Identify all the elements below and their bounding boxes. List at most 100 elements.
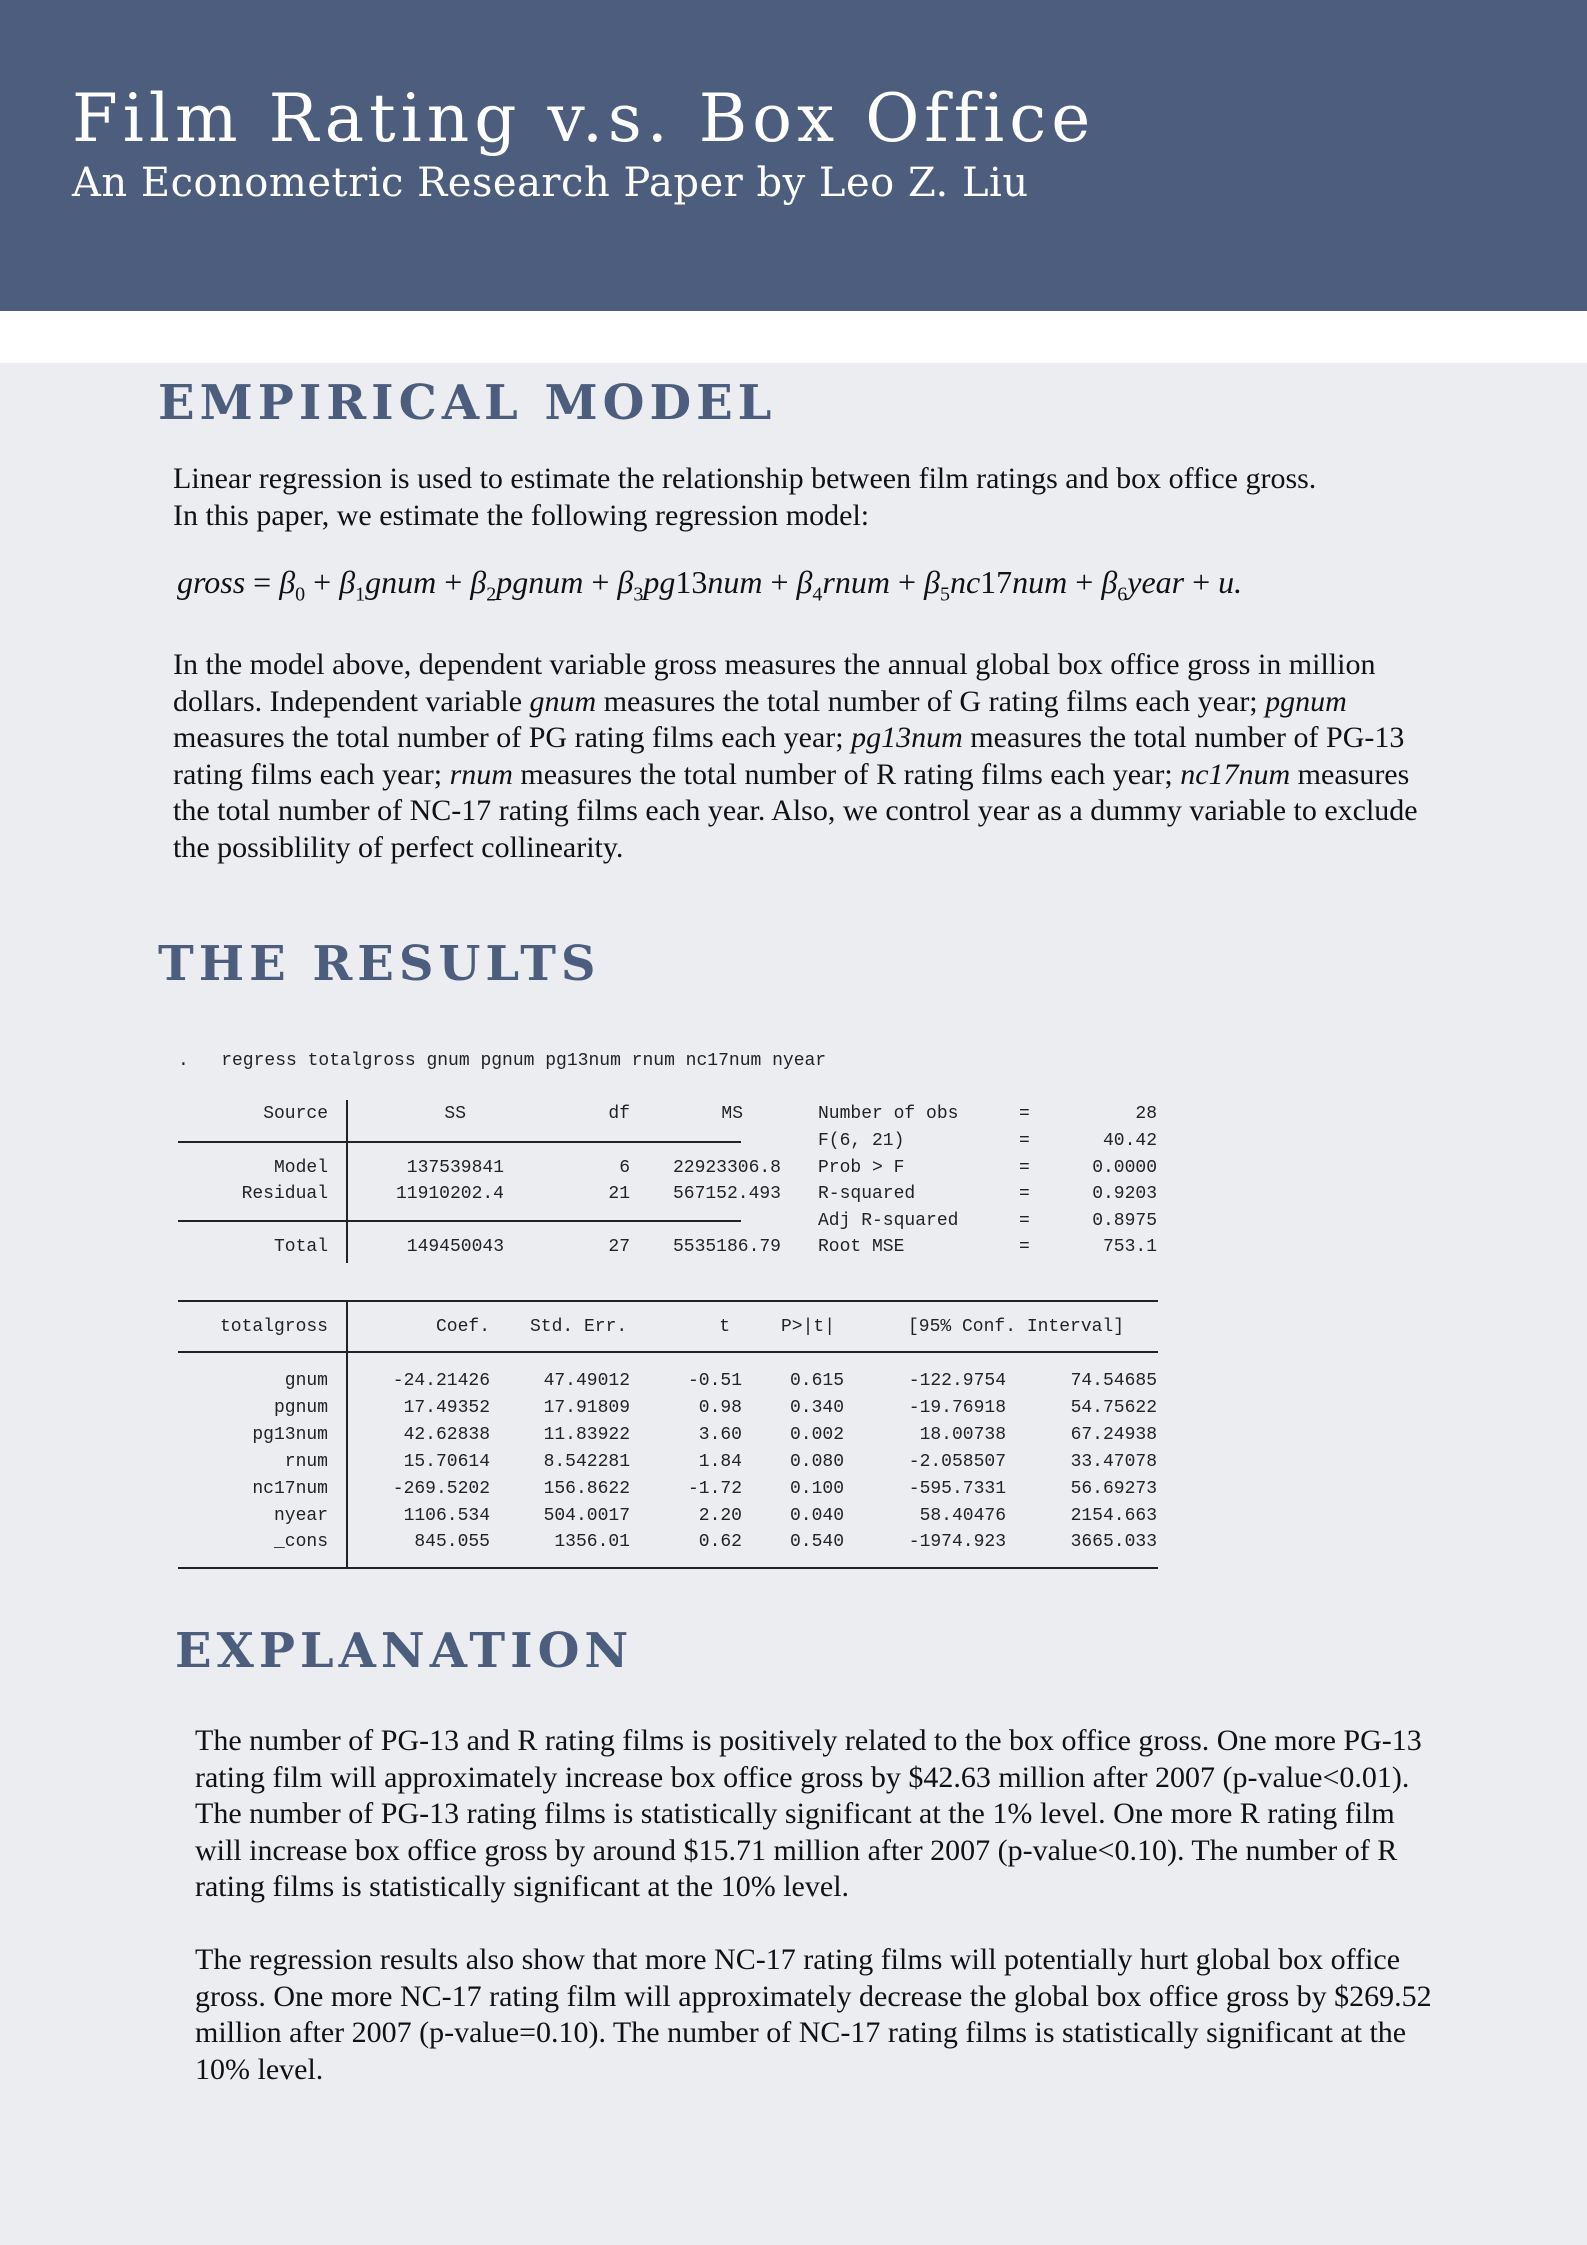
- coef-cell-se: 504.0017: [543, 1505, 630, 1526]
- coef-header-t: t: [719, 1317, 730, 1337]
- anova-ms-total: 5535186.79: [672, 1237, 781, 1257]
- regress-command: . regress totalgross gnum pgnum pg13num …: [178, 1051, 827, 1071]
- anova-ss-total: 149450043: [406, 1237, 504, 1257]
- var-gnum: gnum: [529, 684, 597, 718]
- coef-cell-ci-high: 3665.033: [1070, 1532, 1157, 1553]
- anova-source-residual: Residual: [241, 1184, 328, 1204]
- coef-cell-ci-low: 18.00738: [919, 1424, 1006, 1445]
- desc-text-5: measures the total number of R rating fi…: [512, 757, 1181, 791]
- var-nc17num: nc17num: [1180, 757, 1291, 791]
- coef-cell-ci-high: 67.24938: [1070, 1424, 1157, 1445]
- anova-df-residual: 21: [608, 1184, 630, 1204]
- coef-cell-var: rnum: [284, 1451, 328, 1472]
- regression-output: . regress totalgross gnum pgnum pg13num …: [178, 1051, 1158, 1569]
- stat-value-probf: 0.0000: [1092, 1158, 1157, 1178]
- stat-label-adjrsq: Adj R-squared: [818, 1211, 959, 1231]
- coef-cell-p: 0.340: [789, 1397, 844, 1418]
- coef-divider: [346, 1302, 348, 1569]
- anova-header-ss: SS: [444, 1104, 466, 1124]
- stat-value-adjrsq: 0.8975: [1092, 1211, 1157, 1231]
- stat-label-nobs: Number of obs: [818, 1104, 959, 1124]
- desc-text-6: measures the total number of NC-17 ratin…: [173, 757, 1418, 864]
- var-rnum: rnum: [449, 757, 513, 791]
- intro-line-1: Linear regression is used to estimate th…: [173, 462, 1317, 495]
- coef-rule-header: [178, 1351, 1158, 1353]
- coef-cell-var: nc17num: [252, 1478, 328, 1499]
- coef-cell-ci-high: 54.75622: [1070, 1397, 1157, 1418]
- page-subtitle: An Econometric Research Paper by Leo Z. …: [72, 160, 1029, 206]
- coef-cell-var: pgnum: [273, 1397, 328, 1418]
- anova-source-total: Total: [273, 1237, 328, 1257]
- desc-text-1: In the model above, dependent variable g…: [173, 648, 1376, 718]
- coef-cell-coef: 15.70614: [403, 1451, 490, 1472]
- coef-cell-coef: -269.5202: [392, 1478, 490, 1499]
- heading-the-results: THE RESULTS: [158, 936, 601, 992]
- explanation-paragraph-1: The number of PG-13 and R rating films i…: [195, 1724, 1422, 1903]
- stat-value-rsq: 0.9203: [1092, 1184, 1157, 1204]
- stat-eq-nobs: =: [1019, 1104, 1030, 1124]
- coef-cell-var: nyear: [273, 1505, 328, 1526]
- desc-text-2: measures the total number of G rating fi…: [596, 684, 1266, 718]
- coef-cell-var: gnum: [284, 1371, 328, 1391]
- stat-value-rmse: 753.1: [1102, 1237, 1157, 1257]
- coef-header-var: totalgross: [219, 1317, 328, 1337]
- anova-rule-top: [178, 1141, 741, 1143]
- anova-ss-model: 137539841: [406, 1158, 504, 1178]
- coef-cell-t: -0.51: [687, 1371, 742, 1391]
- coef-header-se: Std. Err.: [530, 1317, 628, 1337]
- anova-source-model: Model: [273, 1158, 328, 1178]
- coef-cell-ci-low: -1974.923: [908, 1532, 1006, 1553]
- coef-header-coef: Coef.: [435, 1317, 490, 1337]
- stat-label-f: F(6, 21): [818, 1131, 905, 1151]
- coef-cell-ci-high: 33.47078: [1070, 1451, 1157, 1472]
- coef-cell-se: 8.542281: [543, 1451, 630, 1472]
- coef-cell-se: 17.91809: [543, 1397, 630, 1418]
- coef-cell-ci-high: 56.69273: [1070, 1478, 1157, 1499]
- coef-cell-t: -1.72: [687, 1478, 742, 1499]
- anova-divider: [346, 1100, 348, 1263]
- coef-rule-top: [178, 1300, 1158, 1302]
- coef-cell-var: pg13num: [252, 1424, 328, 1445]
- stat-eq-f: =: [1019, 1131, 1030, 1151]
- stat-label-rsq: R-squared: [818, 1184, 916, 1204]
- heading-empirical-model: EMPIRICAL MODEL: [158, 375, 777, 431]
- coef-cell-se: 47.49012: [543, 1371, 630, 1391]
- anova-ms-model: 22923306.8: [672, 1158, 781, 1178]
- anova-ms-residual: 567152.493: [672, 1184, 781, 1204]
- coef-cell-coef: 1106.534: [403, 1505, 490, 1526]
- header-banner: Film Rating v.s. Box Office An Econometr…: [0, 0, 1587, 311]
- coef-header-p: P>|t|: [781, 1317, 836, 1337]
- coef-cell-p: 0.540: [789, 1532, 844, 1553]
- coef-cell-ci-high: 74.54685: [1070, 1371, 1157, 1391]
- coef-cell-se: 11.83922: [543, 1424, 630, 1445]
- anova-df-total: 27: [608, 1237, 630, 1257]
- var-pg13num: pg13num: [851, 721, 963, 754]
- header-divider-band: [0, 311, 1587, 363]
- explanation-paragraph-2: The regression results also show that mo…: [195, 1943, 1432, 2086]
- model-description: In the model above, dependent variable g…: [173, 647, 1433, 866]
- coef-cell-var: _cons: [273, 1532, 328, 1553]
- coef-cell-coef: -24.21426: [392, 1371, 490, 1391]
- coef-header-ci: [95% Conf. Interval]: [908, 1317, 1125, 1337]
- stat-eq-probf: =: [1019, 1158, 1030, 1178]
- model-intro: Linear regression is used to estimate th…: [173, 461, 1433, 534]
- heading-explanation: EXPLANATION: [175, 1623, 634, 1679]
- coef-cell-p: 0.040: [789, 1505, 844, 1526]
- coef-cell-p: 0.080: [789, 1451, 844, 1472]
- stat-eq-rmse: =: [1019, 1237, 1030, 1257]
- coef-cell-p: 0.002: [789, 1424, 844, 1445]
- page-title: Film Rating v.s. Box Office: [72, 80, 1096, 157]
- coef-cell-se: 156.8622: [543, 1478, 630, 1499]
- stat-eq-rsq: =: [1019, 1184, 1030, 1204]
- coef-cell-ci-high: 2154.663: [1070, 1505, 1157, 1526]
- desc-text-4: measures the total number of PG-13 ratin…: [173, 721, 1405, 791]
- coef-cell-p: 0.615: [789, 1371, 844, 1391]
- coef-cell-t: 1.84: [698, 1451, 742, 1472]
- coef-cell-coef: 17.49352: [403, 1397, 490, 1418]
- coef-cell-ci-low: -122.9754: [908, 1371, 1006, 1391]
- anova-header-source: Source: [263, 1104, 328, 1124]
- coef-cell-ci-low: -19.76918: [908, 1397, 1006, 1418]
- coef-rule-bottom: [178, 1567, 1158, 1569]
- anova-header-df: df: [608, 1104, 630, 1124]
- anova-rule-mid: [178, 1220, 741, 1222]
